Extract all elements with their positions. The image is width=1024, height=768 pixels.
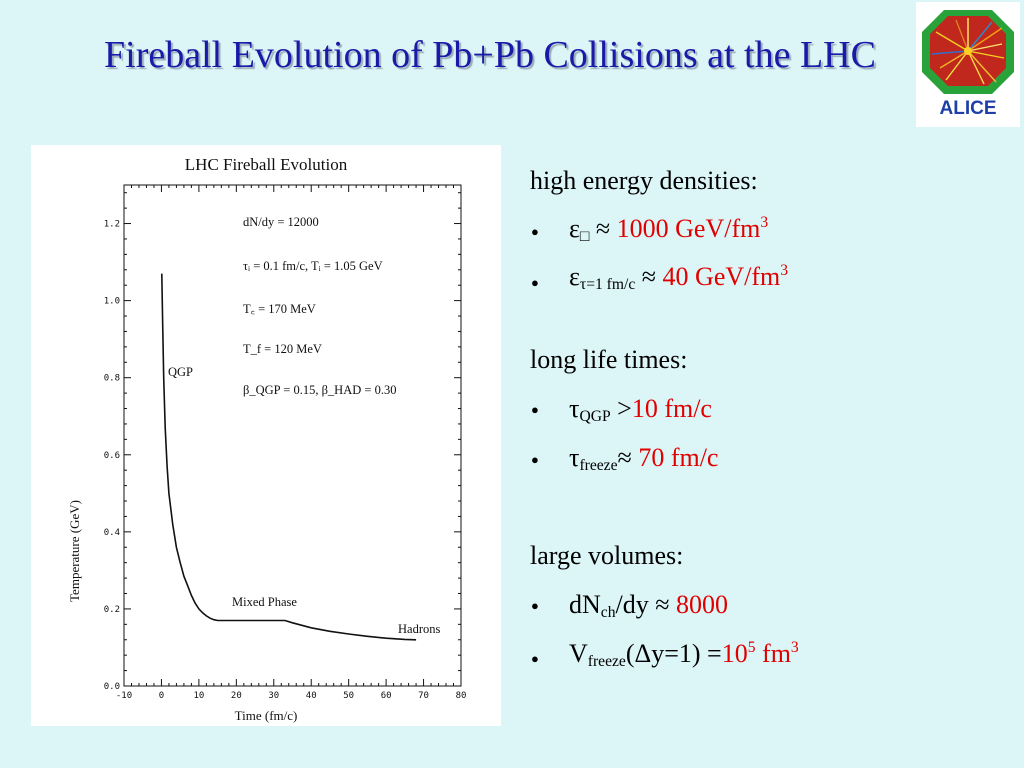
heading-energy-densities: high energy densities: [530,166,758,195]
heading-large-volumes: large volumes: [530,541,684,570]
bullet-epsilon-0: ε□ ≈ 1000 GeV/fm3 [569,214,768,246]
x-tick-label: 80 [456,691,467,701]
bullet-dot: ● [531,598,539,613]
approx-sign: ≈ [595,214,611,243]
bullet-dot: ● [531,452,539,467]
epsilon-0-subscript: □ [579,228,590,245]
tau-qgp-value: 10 fm/c [631,394,712,423]
bullet-dot: ● [531,275,539,290]
alice-logo: ALICE [916,2,1020,127]
annotation-tf: T_f = 120 MeV [243,342,322,356]
slide-title: Fireball Evolution of Pb+Pb Collisions a… [104,34,876,76]
plot-frame [123,184,462,687]
bullet-dot: ● [531,402,539,417]
v-freeze-value: 105 fm3 [721,639,799,668]
x-tick-label: 70 [418,691,429,701]
label-qgp: QGP [168,365,194,379]
x-tick-label: 30 [268,691,279,701]
y-tick-label: 0.6 [104,451,120,461]
alice-logo-icon [922,10,1014,94]
x-tick-label: 20 [231,691,242,701]
epsilon-symbol: ε [569,214,580,243]
approx-sign: ≈ [641,262,657,291]
y-tick-label: 0.0 [104,682,120,692]
label-hadrons: Hadrons [398,622,441,636]
epsilon-symbol: ε [569,262,580,291]
bullet-v-freeze: Vfreeze(Δy=1) =105 fm3 [569,639,799,670]
bullet-dot: ● [531,224,539,239]
x-tick-label: 40 [306,691,317,701]
x-tick-label: -10 [116,691,132,701]
epsilon-0-value: 1000 GeV/fm3 [616,214,769,243]
annotation-tc: T꜀ = 170 MeV [243,302,316,316]
y-axis-title: Temperature (GeV) [67,500,82,602]
tau-freeze-value: 70 fm/c [638,443,719,472]
x-axis-title: Time (fm/c) [234,708,298,723]
heading-long-life-times: long life times: [530,345,688,374]
label-mixed-phase: Mixed Phase [232,595,297,609]
chart-svg: -10 0 10 20 30 40 50 60 70 80 0.0 0.2 0.4 0.6 0.8 1.0 1.… [104,184,467,701]
bullet-tau-freeze: τfreeze≈ 70 fm/c [569,443,719,474]
bullet-dnch-dy: dNch/dy ≈ 8000 [569,590,728,621]
chart-figure: -10 0 10 20 30 40 50 60 70 80 0.0 0.2 0.4 0.6 0.8 1.0 1.… [31,145,501,726]
bullet-tau-qgp: τQGP >10 fm/c [569,394,712,425]
y-tick-label: 0.4 [104,528,120,538]
chart-title: LHC Fireball Evolution [184,155,348,174]
bullet-epsilon-tau1: ετ=1 fm/c ≈ 40 GeV/fm3 [569,262,788,294]
annotation-dndy: dN/dy = 12000 [243,215,319,229]
annotation-initial-conditions: τᵢ = 0.1 fm/c, Tᵢ = 1.05 GeV [243,259,383,273]
dnch-dy-value: 8000 [676,590,728,619]
x-tick-label: 10 [193,691,204,701]
y-tick-label: 0.2 [104,605,120,615]
bullet-dot: ● [531,651,539,666]
epsilon-tau1-value: 40 GeV/fm3 [662,262,789,291]
temperature-curve [161,273,417,641]
y-tick-label: 1.2 [104,220,120,230]
x-tick-label: 50 [343,691,354,701]
logo-text: ALICE [939,98,997,119]
x-tick-label: 60 [381,691,392,701]
epsilon-tau1-subscript: τ=1 fm/c [579,276,636,293]
y-tick-label: 1.0 [104,297,120,307]
annotation-beta: β_QGP = 0.15, β_HAD = 0.30 [243,383,397,397]
x-tick-label: 0 [159,691,164,701]
y-tick-label: 0.8 [104,374,120,384]
